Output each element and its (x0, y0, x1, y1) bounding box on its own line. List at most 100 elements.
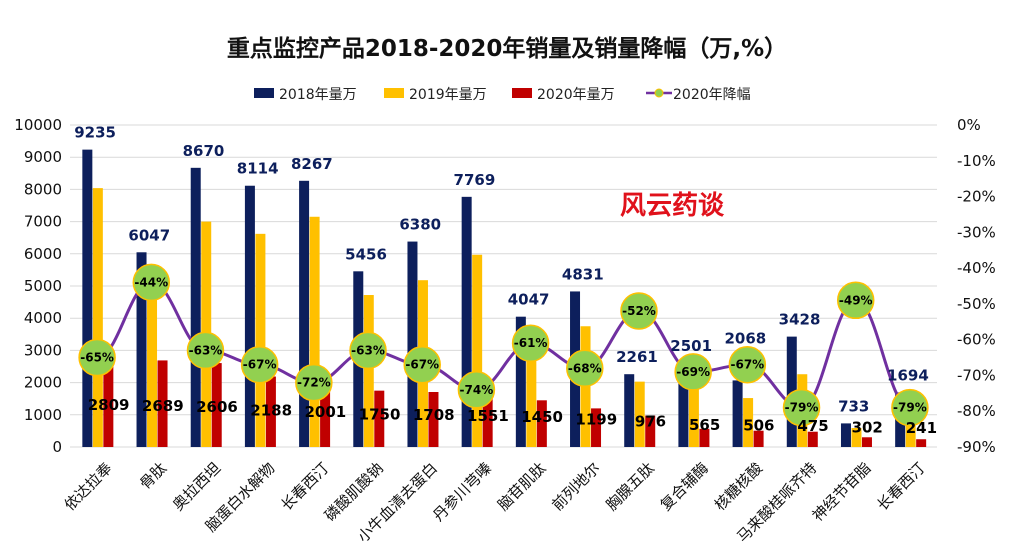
bar (753, 430, 764, 447)
decline-value-label: -74% (460, 383, 494, 397)
value-label-2018: 2501 (670, 337, 712, 355)
marker-circle (295, 363, 333, 402)
bar (861, 437, 872, 447)
y-right-tick-label: -70% (957, 366, 996, 384)
bar (309, 216, 320, 447)
value-label-2020: 976 (635, 412, 666, 430)
y-left-tick-label: 5000 (24, 277, 62, 295)
value-label-2018: 5456 (345, 245, 387, 263)
bar (190, 167, 201, 448)
chart-title: 重点监控产品2018-2020年销量及销量降幅（万,%） (227, 35, 787, 62)
bar (678, 366, 689, 447)
value-label-2018: 2068 (724, 330, 766, 348)
marker-circle (511, 324, 550, 362)
y-right-tick-label: -80% (957, 402, 996, 420)
bar (515, 316, 526, 447)
marker-circle (132, 263, 171, 302)
x-tick-label: 丹参川芎嗪 (429, 459, 495, 525)
decline-value-label: -63% (189, 343, 223, 357)
y-right-tick-label: -20% (957, 188, 996, 206)
decline-value-label: -68% (568, 361, 602, 375)
decline-value-label: -65% (80, 351, 114, 365)
bar (374, 390, 385, 447)
value-label-2020: 2606 (196, 398, 238, 416)
decline-marker: -69% (674, 353, 712, 391)
marker-circle (566, 349, 604, 388)
decline-value-label: -79% (893, 401, 927, 415)
marker-circle (403, 345, 441, 384)
legend-label: 2018年量万 (279, 87, 357, 103)
decline-value-label: -67% (730, 358, 764, 372)
value-label-2020: 1450 (521, 408, 563, 426)
marker-circle (674, 353, 712, 391)
legend: 2018年量万 2019年量万 2020年量万 2020年降幅 (254, 87, 751, 103)
value-label-2020: 2809 (88, 396, 130, 414)
decline-line: -65% -44% -63% -67% -72% -63% -67% -74% -61% -68%… (78, 263, 929, 427)
bar (905, 409, 916, 447)
decline-value-label: -72% (297, 376, 331, 390)
marker-circle (728, 345, 767, 384)
y-right-tick-label: 0% (957, 116, 981, 134)
decline-marker: -67% (728, 345, 767, 384)
value-label-2018: 7769 (454, 171, 496, 189)
value-label-2020: 2188 (250, 402, 292, 420)
decline-marker: -67% (403, 345, 441, 384)
bar (624, 374, 635, 447)
bar (244, 185, 255, 448)
bar (363, 295, 374, 447)
value-label-2020: 506 (743, 416, 774, 434)
value-label-2020: 2689 (142, 397, 184, 415)
bar (82, 149, 93, 447)
legend-item: 2018年量万 (254, 87, 357, 103)
value-label-2018: 8114 (237, 160, 279, 178)
decline-marker: -44% (132, 263, 171, 302)
marker-circle (240, 345, 279, 384)
value-label-2020: 2001 (304, 403, 346, 421)
decline-marker: -65% (78, 338, 116, 377)
bar (461, 196, 472, 447)
legend-swatch (512, 88, 532, 98)
value-label-2018: 8670 (183, 142, 225, 160)
x-tick-label: 奥拉西坦 (169, 459, 224, 514)
marker-circle (782, 388, 821, 427)
marker-circle (457, 371, 496, 409)
decline-value-label: -79% (785, 401, 819, 415)
value-label-2020: 241 (906, 419, 937, 437)
bar (645, 415, 656, 447)
decline-marker: -74% (457, 371, 496, 409)
legend-label: 2019年量万 (409, 87, 487, 103)
legend-item: 2020年量万 (512, 87, 615, 103)
decline-marker: -79% (782, 388, 821, 427)
decline-value-label: -63% (351, 343, 385, 357)
value-label-2018: 2261 (616, 348, 658, 366)
value-label-2020: 302 (852, 418, 883, 436)
bar (526, 327, 537, 447)
marker-circle (836, 281, 875, 320)
value-label-2018: 9235 (74, 124, 116, 142)
y-left-tick-label: 4000 (24, 309, 62, 327)
value-label-2018: 1694 (887, 366, 929, 384)
decline-marker: -63% (186, 331, 225, 370)
decline-marker: -68% (566, 349, 604, 388)
value-label-2020: 475 (797, 417, 828, 435)
y-right-tick-label: -30% (957, 223, 996, 241)
marker-circle (620, 292, 658, 330)
value-label-2018: 4831 (562, 265, 604, 283)
y-left-tick-label: 3000 (24, 341, 62, 359)
bar (536, 400, 547, 447)
y-left-tick-label: 7000 (24, 213, 62, 231)
marker-circle (78, 338, 116, 377)
bar (92, 188, 103, 447)
legend-item: 2020年降幅 (646, 87, 751, 103)
y-left-tick-label: 8000 (24, 180, 62, 198)
bar (320, 382, 331, 447)
legend-marker (654, 88, 664, 98)
bar (103, 356, 114, 447)
bar (699, 428, 710, 447)
legend-swatch (384, 88, 404, 98)
decline-marker: -67% (240, 345, 279, 384)
legend-label: 2020年降幅 (673, 87, 751, 103)
decline-marker: -52% (620, 292, 658, 330)
value-label-2018: 8267 (291, 155, 333, 173)
decline-value-label: -61% (514, 336, 548, 350)
